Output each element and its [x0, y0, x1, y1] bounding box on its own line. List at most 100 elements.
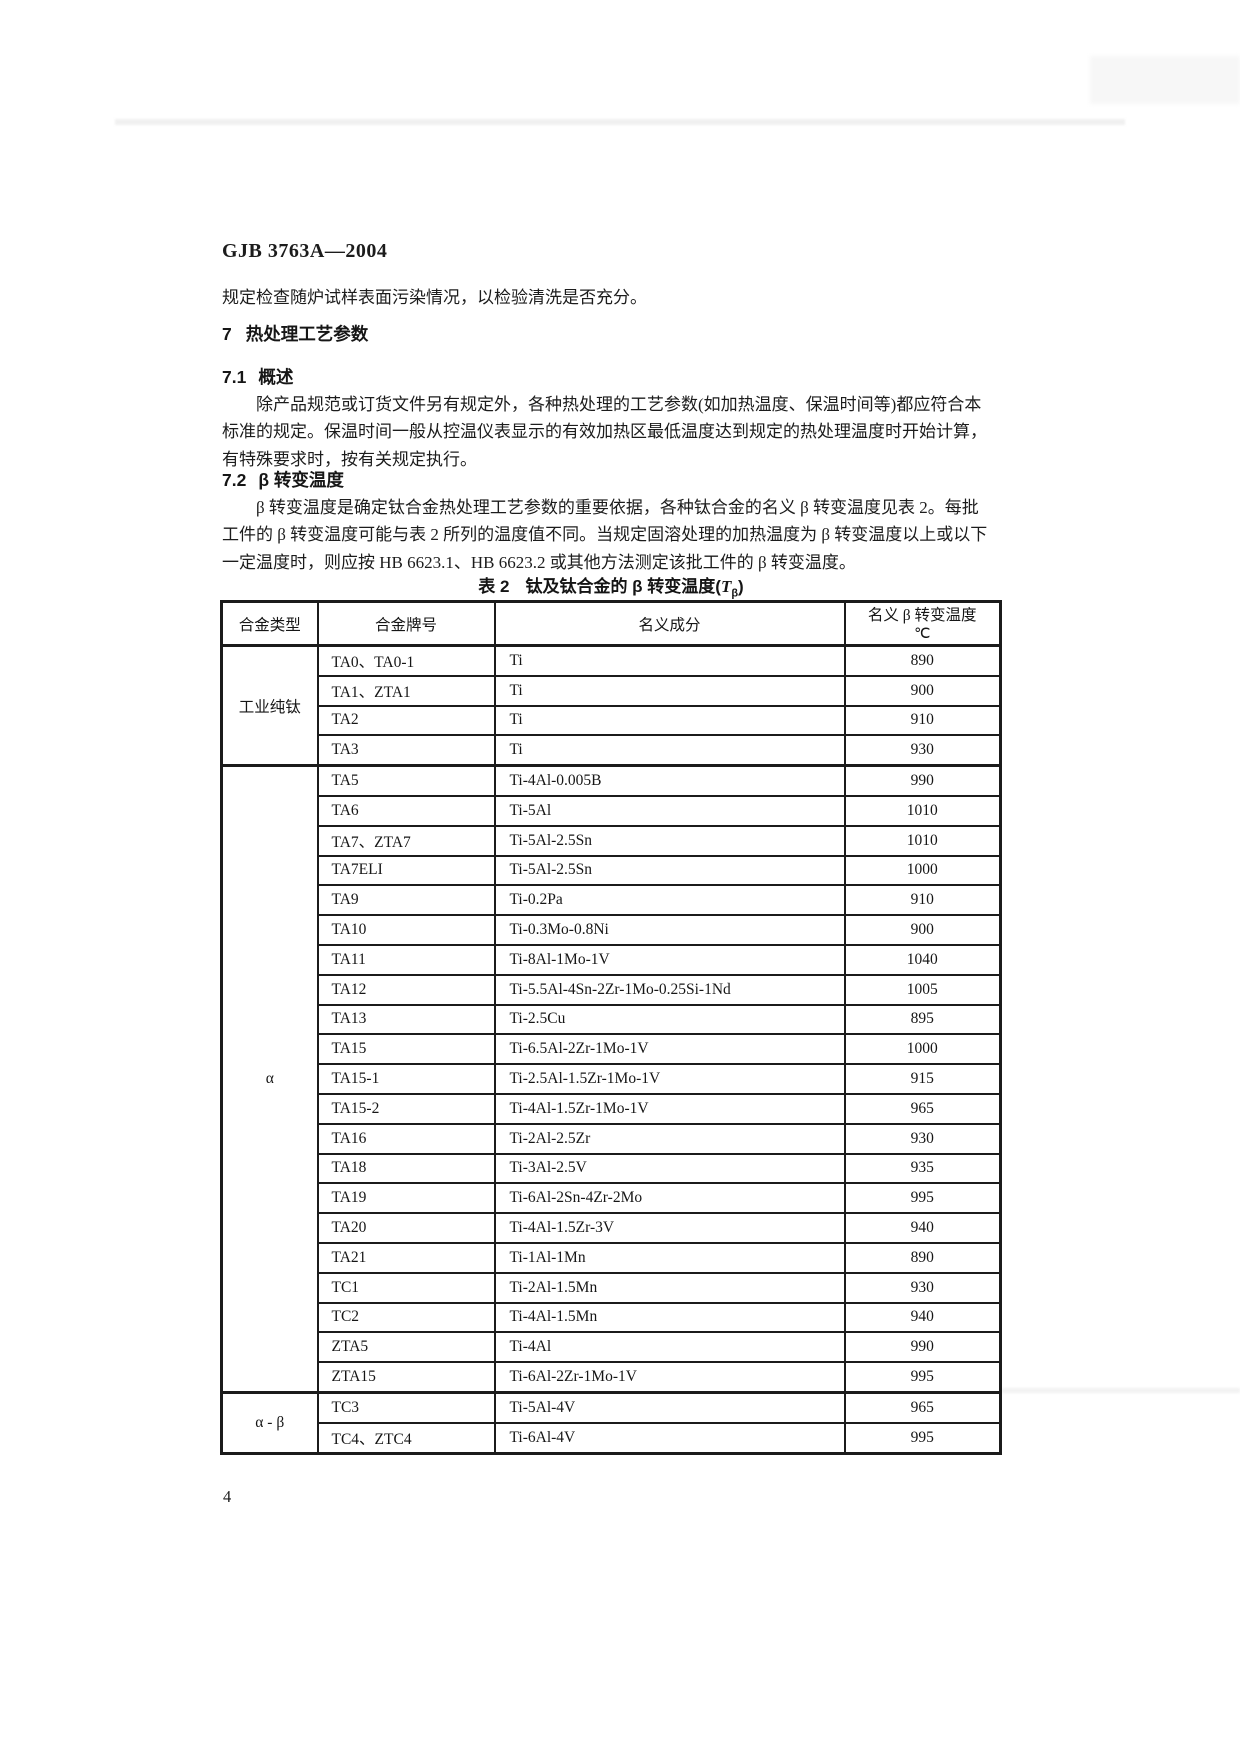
composition-cell: Ti	[493, 644, 846, 677]
table-row: α - β TC3 Ti-5Al-4V 965	[220, 1390, 1002, 1455]
table-row: TA11 Ti-8Al-1Mo-1V 1040	[222, 943, 1002, 976]
alloy-type-cell: α	[220, 764, 319, 1394]
paragraph-line: 一定温度时，则应按 HB 6623.1、HB 6623.2 或其他方法测定该批工…	[222, 552, 856, 572]
alloy-grade-cell: TA9	[316, 884, 496, 917]
section-7-1-heading: 7.1 概述	[222, 364, 293, 389]
paragraph-line: 有特殊要求时，按有关规定执行。	[222, 449, 477, 469]
alloy-grade-cell: TA6	[316, 794, 496, 827]
caption-subscript-beta: β	[731, 587, 739, 600]
table-row: TA15-1 Ti-2.5Al-1.5Zr-1Mo-1V 915	[222, 1063, 1002, 1095]
composition-cell: Ti-2Al-1.5Mn	[493, 1271, 846, 1304]
composition-cell: Ti-6Al-4V	[493, 1421, 846, 1455]
table-row: TA9 Ti-0.2Pa 910	[222, 884, 1002, 917]
table-row: TA21 Ti-1Al-1Mn 890	[222, 1241, 1002, 1274]
header-alloy-grade: 合金牌号	[316, 600, 496, 647]
temperature-cell: 1010	[843, 824, 1002, 857]
alloy-grade-cell: TA1、ZTA1	[316, 674, 496, 707]
alloy-grade-cell: TA12	[316, 973, 496, 1006]
table-caption-label: 表 2	[478, 577, 510, 596]
composition-cell: Ti-3Al-2.5V	[493, 1152, 846, 1185]
composition-cell: Ti-6Al-2Sn-4Zr-2Mo	[493, 1182, 846, 1215]
paragraph-line: 除产品规范或订货文件另有规定外，各种热处理的工艺参数(如加热温度、保温时间等)都…	[256, 395, 982, 414]
table-2-caption: 表 2 钛及钛合金的 β 转变温度(Tβ)	[222, 572, 1000, 599]
alloy-grade-cell: TA18	[316, 1152, 496, 1185]
alloy-grade-cell: TA19	[316, 1182, 496, 1215]
beta-transus-table: 合金类型 合金牌号 名义成分 名义 β 转变温度 ℃ 工业纯钛 TA0、TA0-1…	[220, 600, 1002, 1455]
composition-cell: Ti-2.5Al-1.5Zr-1Mo-1V	[493, 1063, 846, 1095]
temperature-cell: 930	[843, 1122, 1002, 1155]
composition-cell: Ti-5.5Al-4Sn-2Zr-1Mo-0.25Si-1Nd	[493, 973, 846, 1006]
table-row: ZTA5 Ti-4Al 990	[222, 1331, 1002, 1364]
header-composition: 名义成分	[493, 600, 846, 647]
composition-cell: Ti-1Al-1Mn	[493, 1241, 846, 1274]
page-number: 4	[223, 1487, 232, 1506]
composition-cell: Ti-5Al-2.5Sn	[493, 854, 846, 887]
section-7-1-paragraph: 除产品规范或订货文件另有规定外，各种热处理的工艺参数(如加热温度、保温时间等)都…	[222, 391, 1004, 473]
alloy-type-cell: 工业纯钛	[220, 644, 319, 767]
alloy-grade-cell: TA5	[316, 764, 496, 797]
temperature-cell: 1040	[843, 943, 1002, 976]
temperature-cell: 990	[843, 1331, 1002, 1364]
table-row: TA6 Ti-5Al 1010	[222, 794, 1002, 827]
alloy-grade-cell: TA3	[316, 734, 496, 767]
header-temperature-line1: 名义 β 转变温度	[867, 607, 977, 624]
caption-close-paren: )	[738, 577, 744, 596]
table-row: TA19 Ti-6Al-2Sn-4Zr-2Mo 995	[222, 1182, 1002, 1215]
scan-artifact-bottom-line	[1002, 1388, 1240, 1393]
alloy-grade-cell: TA13	[316, 1003, 496, 1036]
alloy-grade-cell: TA20	[316, 1212, 496, 1244]
alloy-grade-cell: TA7、ZTA7	[316, 824, 496, 857]
table-row: TA7ELI Ti-5Al-2.5Sn 1000	[222, 854, 1002, 887]
composition-cell: Ti	[493, 704, 846, 737]
composition-cell: Ti-2.5Cu	[493, 1003, 846, 1036]
section-7-2-title: β 转变温度	[258, 470, 344, 490]
table-row: TA15 Ti-6.5Al-2Zr-1Mo-1V 1000	[222, 1033, 1002, 1066]
alloy-grade-cell: TA16	[316, 1122, 496, 1155]
table-row: TA18 Ti-3Al-2.5V 935	[222, 1152, 1002, 1185]
header-temperature-units: ℃	[914, 626, 931, 642]
section-7-title: 热处理工艺参数	[245, 324, 369, 344]
temperature-cell: 965	[843, 1390, 1002, 1424]
alloy-grade-cell: TA11	[316, 943, 496, 976]
composition-cell: Ti-4Al-1.5Zr-1Mo-1V	[493, 1092, 846, 1125]
table-row: TA2 Ti 910	[222, 704, 1002, 737]
temperature-cell: 940	[843, 1301, 1002, 1334]
composition-cell: Ti	[493, 734, 846, 767]
scan-artifact-top-line	[115, 119, 1125, 125]
alloy-grade-cell: TC1	[316, 1271, 496, 1304]
temperature-cell: 995	[843, 1361, 1002, 1394]
paragraph-line: β 转变温度是确定钛合金热处理工艺参数的重要依据，各种钛合金的名义 β 转变温度…	[256, 498, 979, 517]
alloy-grade-cell: TA15	[316, 1033, 496, 1066]
table-caption-main: 钛及钛合金的 β 转变温度(	[525, 577, 721, 596]
alloy-grade-cell: ZTA5	[316, 1331, 496, 1364]
composition-cell: Ti-8Al-1Mo-1V	[493, 943, 846, 976]
document-number: GJB 3763A—2004	[222, 240, 388, 262]
beta-table-body: 工业纯钛 TA0、TA0-1 Ti 890 TA1、ZTA1 Ti 900 TA2 Ti 910 T…	[220, 644, 1002, 1455]
composition-cell: Ti-5Al-4V	[493, 1390, 846, 1424]
composition-cell: Ti-5Al	[493, 794, 846, 827]
temperature-cell: 1000	[843, 854, 1002, 887]
alloy-grade-cell: ZTA15	[316, 1361, 496, 1394]
composition-cell: Ti-5Al-2.5Sn	[493, 824, 846, 857]
table-row: TA1、ZTA1 Ti 900	[222, 674, 1002, 707]
composition-cell: Ti-2Al-2.5Zr	[493, 1122, 846, 1155]
composition-cell: Ti-6Al-2Zr-1Mo-1V	[493, 1361, 846, 1394]
section-7-1-title: 概述	[258, 367, 294, 387]
composition-cell: Ti-0.3Mo-0.8Ni	[493, 914, 846, 946]
header-temperature: 名义 β 转变温度 ℃	[843, 600, 1002, 647]
temperature-cell: 930	[843, 1271, 1002, 1304]
temperature-cell: 995	[843, 1421, 1002, 1455]
temperature-cell: 990	[843, 764, 1002, 797]
section-7-2-paragraph: β 转变温度是确定钛合金热处理工艺参数的重要依据，各种钛合金的名义 β 转变温度…	[222, 494, 1004, 576]
table-header-row: 合金类型 合金牌号 名义成分 名义 β 转变温度 ℃	[220, 600, 1002, 647]
section-7-number: 7	[222, 324, 232, 344]
alloy-type-cell: α - β	[220, 1390, 319, 1455]
alloy-grade-cell: TA0、TA0-1	[316, 644, 496, 677]
temperature-cell: 895	[843, 1003, 1002, 1036]
paragraph-line: 标准的规定。保温时间一般从控温仪表显示的有效加热区最低温度达到规定的热处理温度时…	[222, 422, 987, 442]
temperature-cell: 890	[843, 1241, 1002, 1274]
temperature-cell: 935	[843, 1152, 1002, 1185]
temperature-cell: 900	[843, 914, 1002, 946]
temperature-cell: 900	[843, 674, 1002, 707]
